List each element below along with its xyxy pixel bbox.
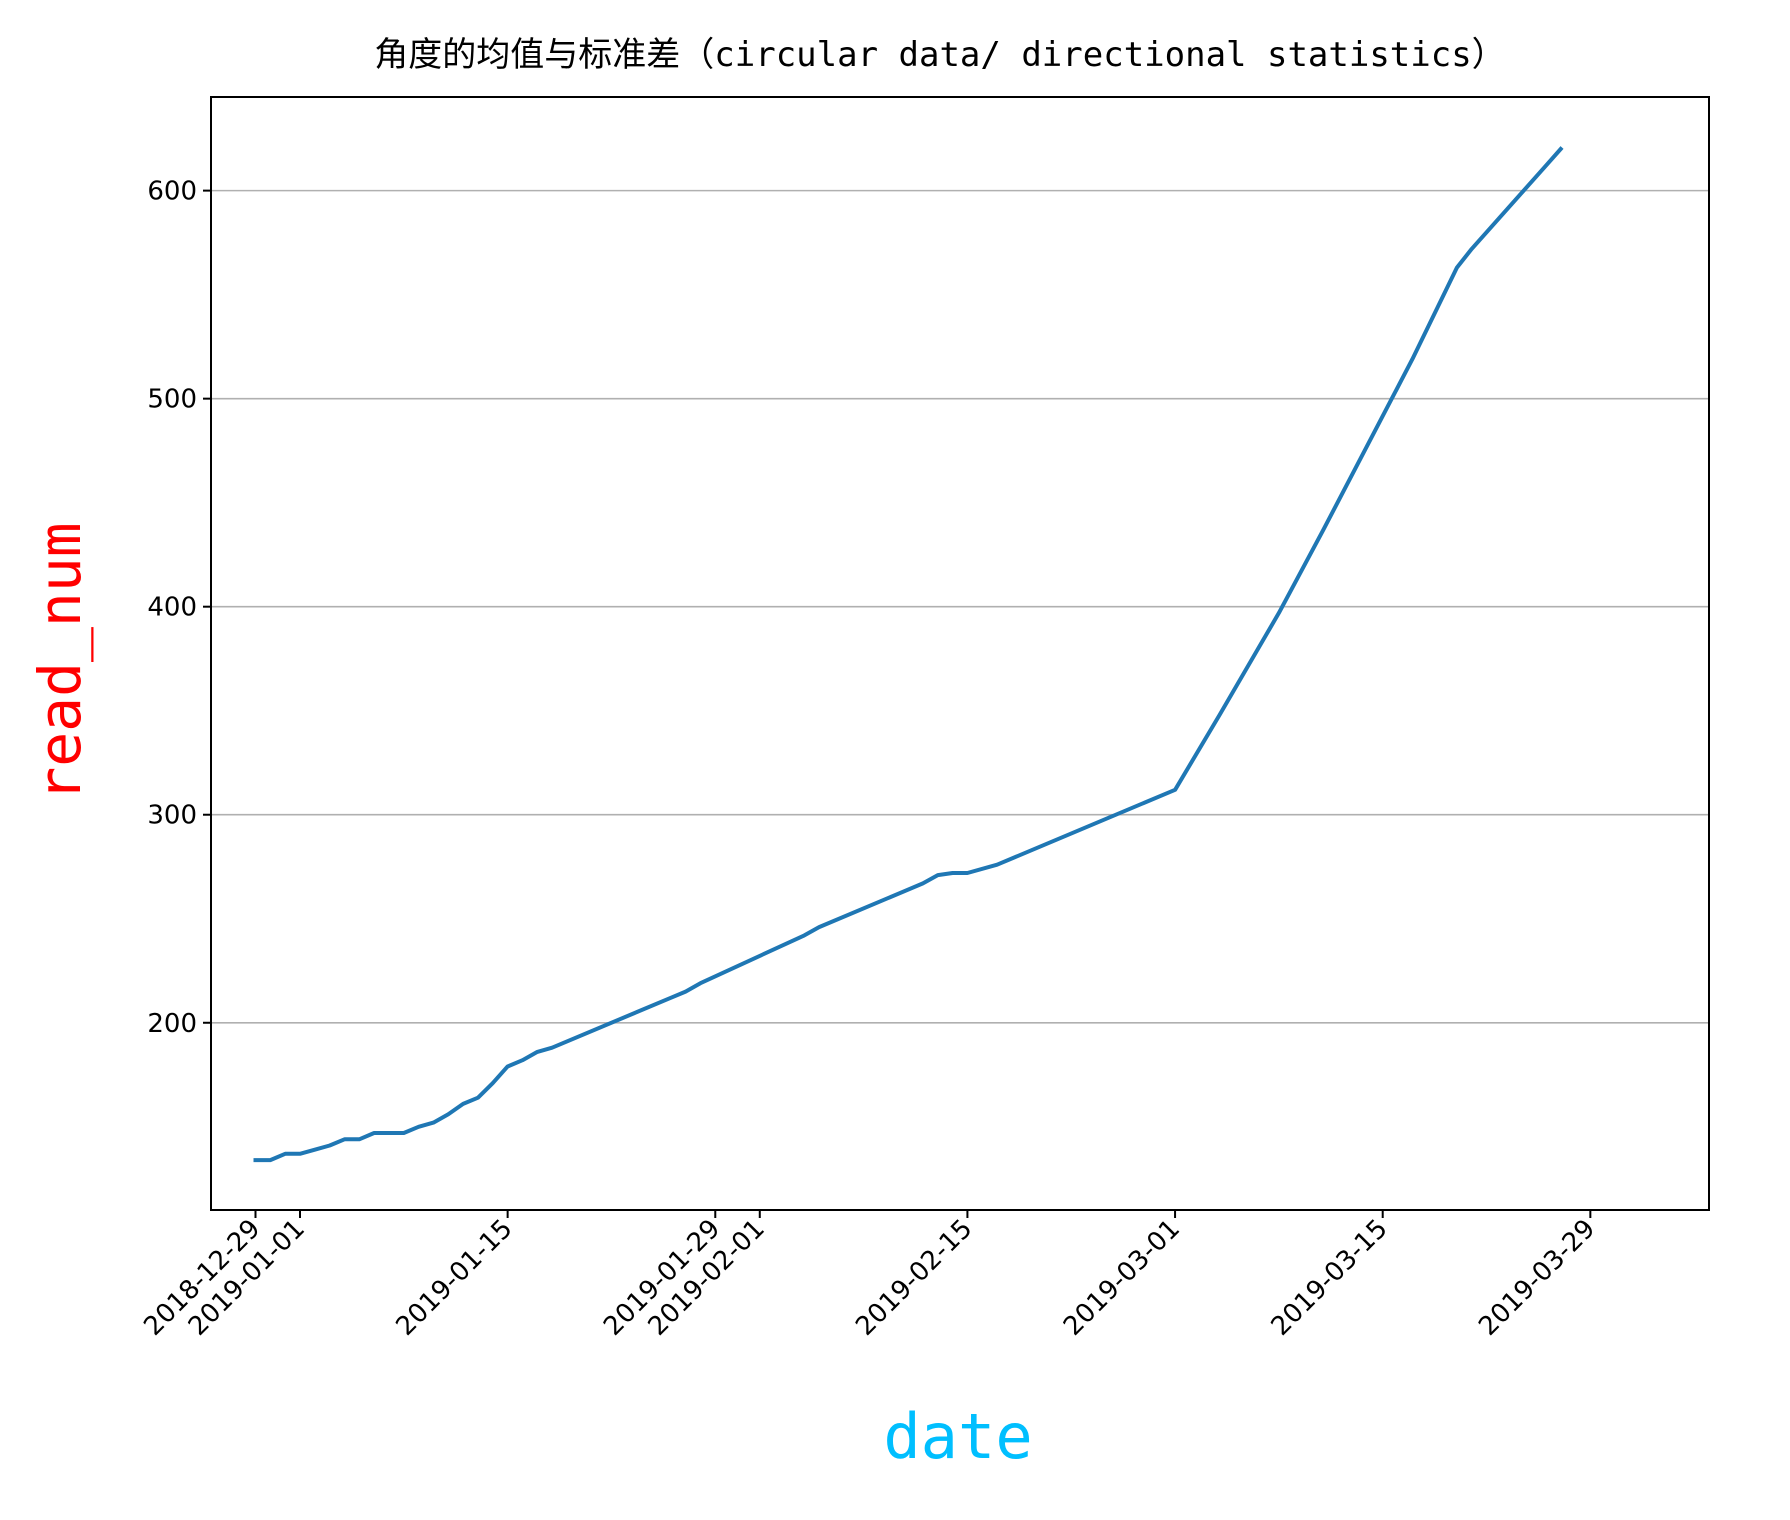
y-tick-label-200: 200 xyxy=(147,1009,197,1039)
x-axis-label: date xyxy=(883,1400,1032,1473)
y-tick-label-300: 300 xyxy=(147,801,197,831)
y-axis-label: read_num xyxy=(26,522,94,801)
y-tick-label-400: 400 xyxy=(147,593,197,623)
plot-lines xyxy=(253,146,1564,1163)
y-tick-label-500: 500 xyxy=(147,385,197,415)
y-axis: 200 300 400 500 600 xyxy=(147,177,211,1039)
gridlines xyxy=(211,189,1709,1024)
series-line-0 xyxy=(253,146,1564,1163)
plot-frame xyxy=(210,96,1710,1211)
y-tick-label-600: 600 xyxy=(147,177,197,207)
chart-title: 角度的均值与标准差（circular data/ directional sta… xyxy=(374,35,1505,75)
